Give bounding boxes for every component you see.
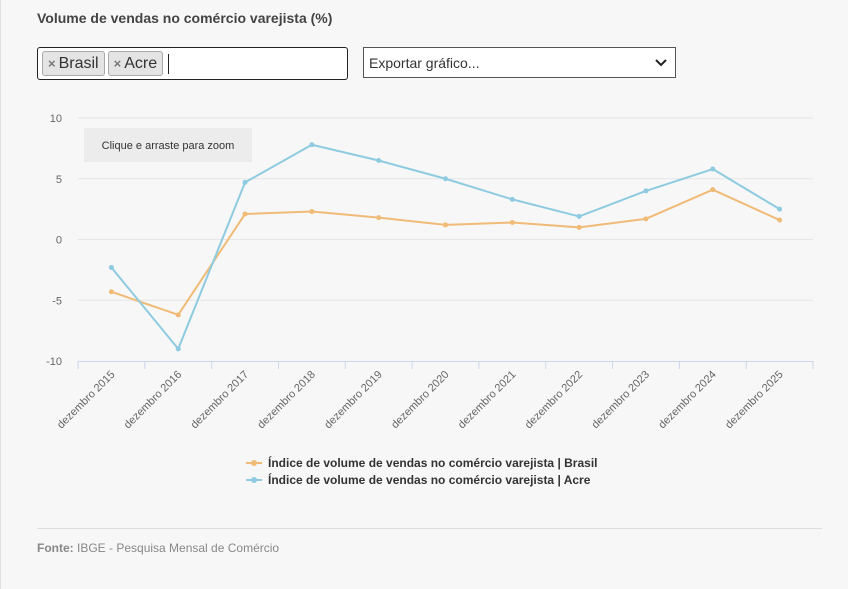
data-point	[108, 264, 114, 270]
source-note: Fonte: IBGE - Pesquisa Mensal de Comérci…	[37, 541, 279, 555]
chip-brasil[interactable]: × Brasil	[42, 51, 105, 76]
x-tick-label: dezembro 2018	[255, 369, 318, 432]
export-label: Exportar gráfico...	[369, 54, 480, 71]
x-tick-label: dezembro 2022	[523, 369, 586, 432]
panel-edge	[0, 0, 1, 589]
data-point	[576, 224, 582, 230]
legend-label-acre: Índice de volume de vendas no comércio v…	[268, 472, 591, 487]
series-line-acre	[110, 143, 781, 350]
data-point	[643, 188, 649, 194]
x-tick-label: dezembro 2025	[723, 369, 786, 432]
x-tick-label: dezembro 2015	[55, 369, 118, 432]
x-tick-label: dezembro 2020	[389, 369, 452, 432]
data-point	[242, 211, 248, 217]
x-tick-label: dezembro 2019	[322, 369, 385, 432]
data-point	[376, 158, 382, 164]
x-tick-label: dezembro 2021	[456, 369, 519, 432]
x-tick-label: dezembro 2023	[590, 369, 653, 432]
zoom-hint-box	[84, 128, 252, 162]
export-select[interactable]: Exportar gráfico...	[363, 47, 676, 78]
x-tick-label: dezembro 2016	[122, 369, 185, 432]
page-title: Volume de vendas no comércio varejista (…	[37, 10, 333, 26]
data-point	[443, 222, 448, 228]
y-tick-label: 5	[56, 174, 62, 186]
y-tick-label: -10	[46, 356, 62, 368]
data-point	[108, 289, 114, 295]
data-point	[777, 206, 783, 212]
y-tick-label: 10	[50, 113, 62, 125]
legend-label-brasil: Índice de volume de vendas no comércio v…	[268, 455, 598, 470]
chevron-down-icon	[655, 58, 667, 66]
x-tick-label: dezembro 2017	[189, 369, 252, 432]
zoom-hint-text: Clique e arraste para zoom	[102, 140, 235, 152]
legend-swatch-brasil	[246, 458, 262, 468]
data-point	[443, 176, 448, 182]
legend-item-acre[interactable]: Índice de volume de vendas no comércio v…	[246, 471, 597, 488]
data-point	[576, 213, 582, 219]
zoom-hint: Clique e arraste para zoom	[84, 128, 252, 162]
data-point	[309, 142, 315, 148]
remove-icon[interactable]: ×	[48, 56, 56, 71]
data-point	[509, 196, 515, 202]
data-point	[777, 217, 783, 223]
source-label: Fonte:	[37, 541, 74, 555]
region-multiselect[interactable]: × Brasil × Acre	[37, 47, 348, 80]
x-tick-label: dezembro 2024	[656, 369, 719, 432]
y-tick-label: 0	[56, 235, 62, 247]
chip-label: Brasil	[58, 54, 99, 72]
data-point	[710, 166, 716, 172]
chip-label: Acre	[124, 54, 158, 72]
chart-legend: Índice de volume de vendas no comércio v…	[246, 454, 597, 488]
data-point	[309, 209, 315, 215]
data-point	[175, 312, 181, 318]
data-point	[376, 215, 382, 221]
legend-item-brasil[interactable]: Índice de volume de vendas no comércio v…	[246, 454, 597, 471]
text-caret[interactable]	[168, 53, 170, 74]
source-text: IBGE - Pesquisa Mensal de Comércio	[77, 541, 280, 555]
chip-acre[interactable]: × Acre	[107, 51, 164, 76]
data-point	[509, 219, 515, 225]
y-tick-label: -5	[52, 295, 62, 307]
legend-swatch-acre	[246, 475, 262, 485]
footer-divider	[37, 528, 822, 529]
data-point	[242, 179, 248, 185]
remove-icon[interactable]: ×	[113, 56, 122, 71]
data-point	[175, 346, 181, 352]
data-point	[710, 187, 716, 193]
series-line-brasil	[111, 188, 781, 316]
data-point	[643, 216, 649, 222]
